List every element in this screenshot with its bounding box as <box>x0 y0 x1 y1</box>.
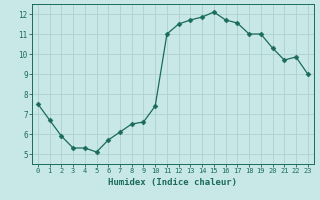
X-axis label: Humidex (Indice chaleur): Humidex (Indice chaleur) <box>108 178 237 187</box>
